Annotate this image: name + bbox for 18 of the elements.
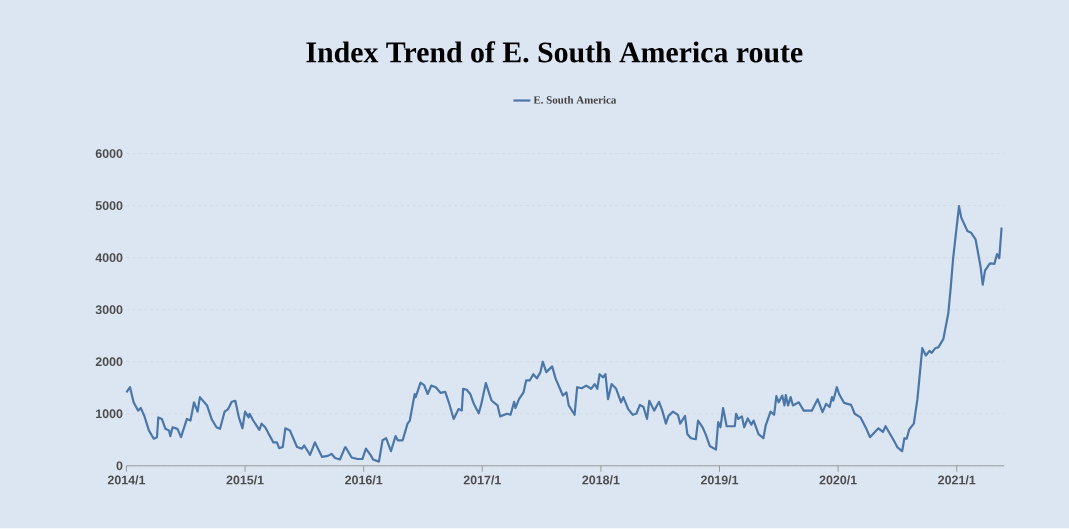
y-tick-label: 6000 — [95, 149, 123, 159]
chart-title: Index Trend of E. South America route — [306, 41, 803, 63]
y-tick-label: 2000 — [95, 357, 123, 367]
y-tick-label: 0 — [116, 461, 123, 471]
y-tick-label: 4000 — [95, 253, 123, 263]
x-tick-label: 2016/1 — [345, 475, 383, 485]
x-tick-label: 2018/1 — [582, 475, 620, 485]
y-tick-label: 5000 — [95, 201, 123, 211]
line-series — [125, 205, 1003, 463]
legend-label: E. South America — [533, 96, 617, 104]
x-tick-label: 2020/1 — [819, 475, 857, 485]
y-tick-label: 3000 — [95, 305, 123, 315]
x-tick-label: 2021/1 — [938, 475, 976, 485]
x-tick-label: 2019/1 — [700, 475, 739, 485]
y-tick-label: 1000 — [96, 409, 123, 419]
x-tick-label: 2014/1 — [107, 475, 146, 485]
x-tick-label: 2017/1 — [463, 475, 501, 485]
x-tick-label: 2015/1 — [226, 475, 264, 485]
